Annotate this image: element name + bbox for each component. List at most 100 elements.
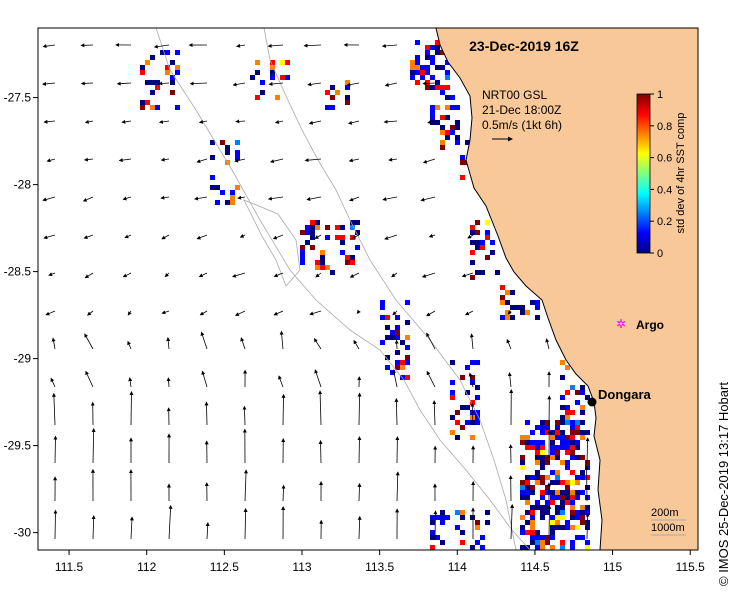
sst-cell xyxy=(535,450,540,455)
current-arrow xyxy=(41,81,56,86)
sst-cell xyxy=(570,440,575,445)
sst-cell xyxy=(530,505,535,510)
current-arrow xyxy=(347,120,360,125)
sst-cell xyxy=(425,50,430,55)
sst-cell xyxy=(470,420,475,425)
sst-cell xyxy=(230,195,235,200)
sst-cell xyxy=(150,80,155,85)
sst-cell xyxy=(475,420,480,425)
sst-cell xyxy=(560,440,565,445)
current-arrow xyxy=(278,375,284,388)
current-arrow xyxy=(166,377,171,388)
sst-cell xyxy=(475,360,480,365)
sst-cell xyxy=(525,480,530,485)
sst-cell xyxy=(380,340,385,345)
sst-cell xyxy=(445,60,450,65)
sst-cell xyxy=(440,85,445,90)
sst-cell xyxy=(535,305,540,310)
sst-cell xyxy=(430,120,435,125)
sst-cell xyxy=(215,200,220,205)
sst-cell xyxy=(535,445,540,450)
sst-cell xyxy=(210,140,215,145)
sst-cell xyxy=(150,105,155,110)
current-arrow xyxy=(234,158,246,163)
sst-cell xyxy=(470,240,475,245)
y-tick-label: -29.5 xyxy=(4,439,32,453)
sst-cell xyxy=(430,515,435,520)
sst-cell xyxy=(280,60,285,65)
sst-cell xyxy=(440,510,445,515)
current-arrow xyxy=(391,272,398,278)
sst-cell xyxy=(560,525,565,530)
sst-cell xyxy=(520,485,525,490)
sst-cell xyxy=(485,510,490,515)
sst-cell xyxy=(525,435,530,440)
place-argo: ✲ Argo xyxy=(616,317,664,332)
sst-cell xyxy=(555,525,560,530)
sst-cell xyxy=(560,360,565,365)
sst-cell xyxy=(500,315,505,320)
sst-cell xyxy=(455,420,460,425)
current-arrow xyxy=(83,234,94,239)
sst-cell xyxy=(520,545,525,550)
sst-cell xyxy=(545,485,550,490)
current-arrow xyxy=(356,309,361,315)
sst-cell xyxy=(270,65,275,70)
current-arrow xyxy=(122,272,132,278)
sst-cell xyxy=(400,360,405,365)
sst-cell xyxy=(395,360,400,365)
current-arrow xyxy=(50,377,56,388)
sst-cell xyxy=(430,75,435,80)
sst-cell xyxy=(560,515,565,520)
current-arrow xyxy=(86,310,94,316)
y-tick-label: -28 xyxy=(14,178,32,192)
sst-cell xyxy=(535,500,540,505)
sst-cell xyxy=(565,405,570,410)
sst-cell xyxy=(570,430,575,435)
sst-cell xyxy=(460,375,465,380)
current-arrow xyxy=(161,310,170,315)
current-arrow xyxy=(421,272,436,278)
current-arrow xyxy=(232,82,246,87)
current-arrow xyxy=(42,196,56,202)
sst-cell xyxy=(500,300,505,305)
sst-cell xyxy=(575,535,580,540)
sst-cell xyxy=(520,465,525,470)
sst-cell xyxy=(480,535,485,540)
colorbar-tick-label: 0.4 xyxy=(657,184,672,196)
current-arrow xyxy=(545,338,550,350)
sst-cell xyxy=(575,390,580,395)
current-arrow xyxy=(85,370,94,388)
sst-cell xyxy=(475,270,480,275)
sst-cell xyxy=(570,525,575,530)
sst-cell xyxy=(460,540,465,545)
y-tick-label: -28.5 xyxy=(4,265,32,279)
sst-cell xyxy=(560,540,565,545)
sst-cell xyxy=(555,505,560,510)
sst-cell xyxy=(320,255,325,260)
sst-cell xyxy=(460,510,465,515)
sst-cell xyxy=(545,425,550,430)
argo-star-icon: ✲ xyxy=(616,317,626,331)
sst-cell xyxy=(470,515,475,520)
isobath-legend: 200m 1000m xyxy=(651,507,686,536)
sst-cell xyxy=(530,520,535,525)
sst-cell xyxy=(560,435,565,440)
sst-cell xyxy=(510,305,515,310)
sst-cell xyxy=(430,110,435,115)
sst-cell xyxy=(405,320,410,325)
sst-cell xyxy=(310,235,315,240)
sst-cell xyxy=(525,475,530,480)
sst-cell xyxy=(470,400,475,405)
sst-cell xyxy=(340,235,345,240)
sst-cell xyxy=(420,65,425,70)
current-arrow xyxy=(267,196,284,201)
sst-cell xyxy=(540,460,545,465)
sst-cell xyxy=(470,360,475,365)
sst-cell xyxy=(580,455,585,460)
sst-cell xyxy=(560,375,565,380)
sst-cell xyxy=(465,420,470,425)
sst-cell xyxy=(330,95,335,100)
sst-cell xyxy=(550,520,555,525)
sst-cell xyxy=(415,80,420,85)
